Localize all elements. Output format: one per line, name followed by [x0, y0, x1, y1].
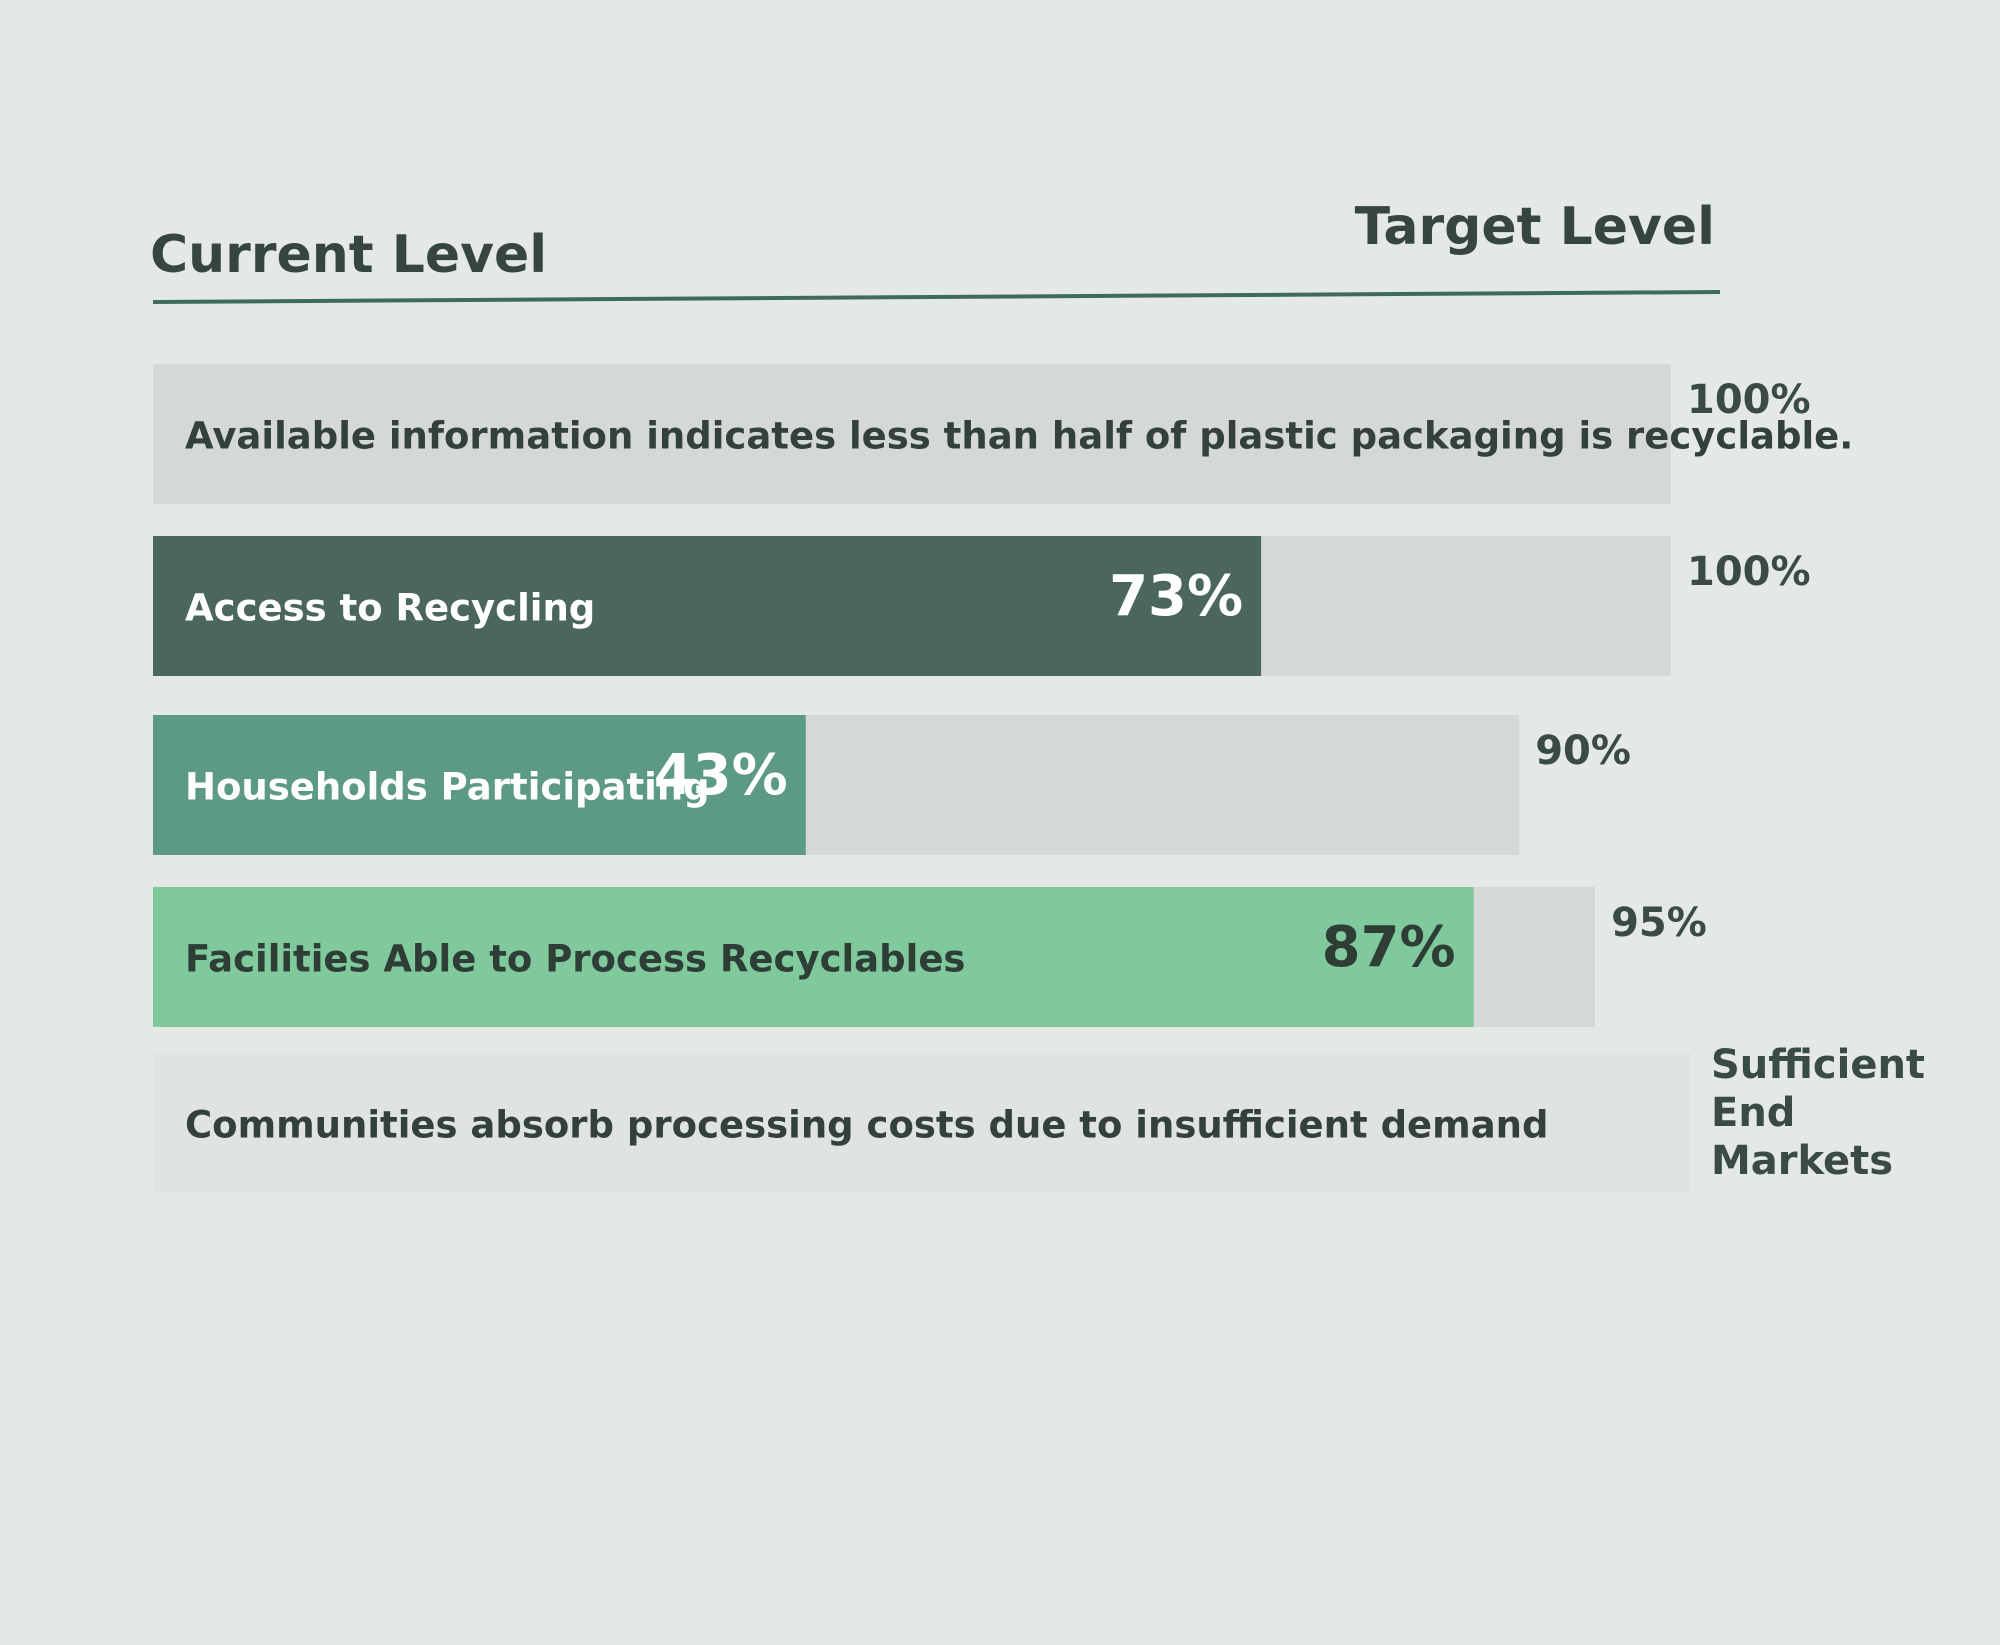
header-rule: [152, 290, 1721, 304]
target-bar: [153, 364, 1671, 504]
category-label: Households Participating: [185, 766, 710, 809]
target-value-label: 95%: [1611, 900, 1707, 946]
current-value-label: 73%: [1109, 564, 1243, 629]
category-label: Communities absorb processing costs due …: [185, 1104, 1549, 1147]
background-band: [153, 1053, 1691, 1193]
target-value-label: 90%: [1535, 728, 1631, 774]
current-bar: [153, 715, 806, 855]
current-level-header: Current Level: [150, 225, 547, 285]
target-value-label: 100%: [1687, 549, 1811, 595]
current-bar: [153, 887, 1474, 1027]
current-value-label: 87%: [1322, 915, 1456, 980]
category-label: Available information indicates less tha…: [185, 415, 1853, 458]
target-level-header: Target Level: [1355, 197, 1715, 257]
category-label: Access to Recycling: [185, 587, 595, 630]
category-label: Facilities Able to Process Recyclables: [185, 938, 965, 981]
target-note: Sufficient End Markets: [1711, 1042, 1926, 1184]
current-bar: [153, 536, 1262, 676]
target-value-label: 100%: [1687, 377, 1811, 423]
current-value-label: 43%: [654, 743, 788, 808]
